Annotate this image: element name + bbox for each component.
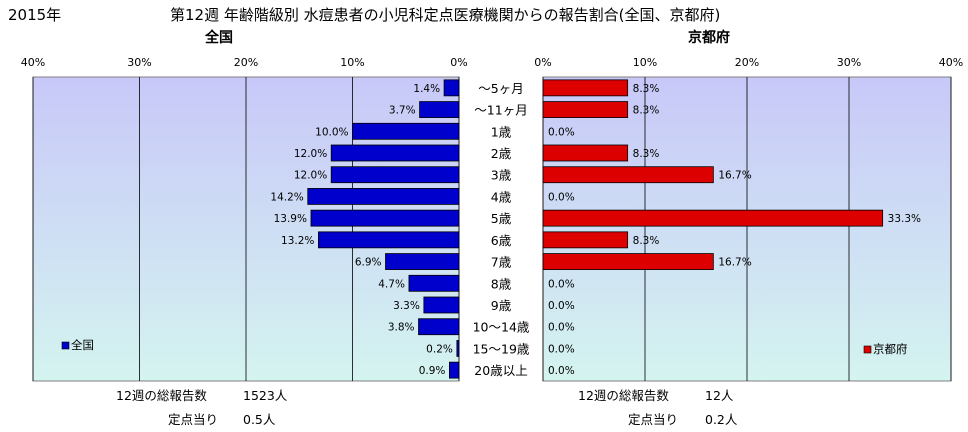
kyoto-legend-swatch [863, 345, 872, 354]
category-label: ～11ヶ月 [474, 103, 527, 118]
category-label: ～5ヶ月 [478, 81, 523, 96]
national-x-tick-label: 10% [340, 56, 364, 69]
national-bar [449, 361, 460, 379]
kyoto-bar [542, 209, 884, 227]
national-x-tick-label: 30% [127, 56, 151, 69]
national-data-label: 0.9% [419, 365, 446, 377]
kyoto-data-label: 0.0% [548, 126, 575, 138]
national-chart-title: 全国 [205, 30, 233, 46]
national-data-label: 10.0% [315, 126, 348, 138]
national-legend-label: 全国 [71, 338, 94, 352]
category-label: 6歳 [491, 233, 512, 248]
kyoto-data-label: 8.3% [633, 148, 660, 160]
national-x-tick-label: 20% [234, 56, 258, 69]
kyoto-per-label: 定点当り [628, 412, 679, 427]
national-data-label: 12.0% [294, 170, 327, 182]
kyoto-data-label: 16.7% [718, 170, 751, 182]
kyoto-bar [542, 166, 714, 184]
category-label: 4歳 [491, 189, 512, 204]
kyoto-data-label: 16.7% [718, 257, 751, 269]
kyoto-data-label: 33.3% [888, 213, 921, 225]
category-label: 7歳 [491, 255, 512, 270]
kyoto-x-tick-label: 40% [939, 56, 963, 69]
national-bar [330, 166, 460, 184]
year-label: 2015年 [8, 6, 62, 24]
national-bar [352, 122, 460, 140]
kyoto-bar [542, 79, 629, 97]
kyoto-data-label: 0.0% [548, 191, 575, 203]
kyoto-x-tick-label: 10% [633, 56, 657, 69]
category-label: 10～14歳 [473, 320, 530, 335]
national-data-label: 12.0% [294, 148, 327, 160]
category-label: 1歳 [491, 124, 512, 139]
national-data-label: 6.9% [355, 257, 382, 269]
national-data-label: 3.3% [393, 300, 420, 312]
category-label: 3歳 [491, 168, 512, 183]
kyoto-data-label: 0.0% [548, 343, 575, 355]
category-label: 2歳 [491, 146, 512, 161]
category-label: 8歳 [491, 276, 512, 291]
national-bar [418, 318, 460, 336]
national-x-tick-label: 40% [21, 56, 45, 69]
chart-title: 第12週 年齢階級別 水痘患者の小児科定点医療機関からの報告割合(全国、京都府) [170, 6, 721, 24]
kyoto-bar [542, 253, 714, 270]
kyoto-bar [542, 101, 629, 118]
national-bar [456, 340, 460, 357]
national-bar [307, 188, 460, 205]
national-data-label: 0.2% [426, 343, 453, 355]
category-label: 5歳 [491, 211, 512, 226]
kyoto-total-value: 12人 [705, 388, 734, 403]
national-per-label: 定点当り [168, 412, 219, 427]
kyoto-data-label: 0.0% [548, 365, 575, 377]
national-bar [423, 296, 460, 314]
national-per-value: 0.5人 [243, 412, 276, 427]
kyoto-bar [542, 144, 629, 162]
national-bar [443, 79, 460, 97]
national-data-label: 3.8% [388, 322, 415, 334]
kyoto-x-tick-label: 20% [735, 56, 759, 69]
kyoto-data-label: 8.3% [633, 83, 660, 95]
national-bar [419, 101, 460, 118]
national-bar [408, 274, 460, 292]
national-total-value: 1523人 [243, 388, 288, 403]
national-legend-swatch [61, 341, 70, 350]
national-data-label: 3.7% [389, 105, 416, 117]
category-label: 15～19歳 [473, 341, 530, 356]
category-label: 20歳以上 [474, 363, 527, 378]
kyoto-data-label: 0.0% [548, 278, 575, 290]
national-bar [330, 144, 460, 162]
kyoto-per-value: 0.2人 [705, 412, 738, 427]
national-bar [310, 209, 460, 227]
kyoto-data-label: 0.0% [548, 300, 575, 312]
kyoto-legend-label: 京都府 [873, 342, 908, 356]
national-bar [318, 231, 460, 249]
national-data-label: 13.2% [281, 235, 314, 247]
national-total-label: 12週の総報告数 [116, 388, 207, 403]
kyoto-data-label: 0.0% [548, 322, 575, 334]
kyoto-x-tick-label: 30% [837, 56, 861, 69]
national-data-label: 13.9% [274, 213, 307, 225]
national-data-label: 4.7% [378, 278, 405, 290]
kyoto-total-label: 12週の総報告数 [578, 388, 669, 403]
national-x-tick-label: 0% [450, 56, 467, 69]
kyoto-data-label: 8.3% [633, 235, 660, 247]
category-label: 9歳 [491, 298, 512, 313]
national-data-label: 14.2% [270, 191, 303, 203]
national-data-label: 1.4% [413, 83, 440, 95]
kyoto-chart-title: 京都府 [688, 30, 730, 46]
kyoto-data-label: 8.3% [633, 105, 660, 117]
kyoto-bar [542, 231, 629, 249]
kyoto-x-tick-label: 0% [534, 56, 551, 69]
national-bar [385, 253, 460, 270]
